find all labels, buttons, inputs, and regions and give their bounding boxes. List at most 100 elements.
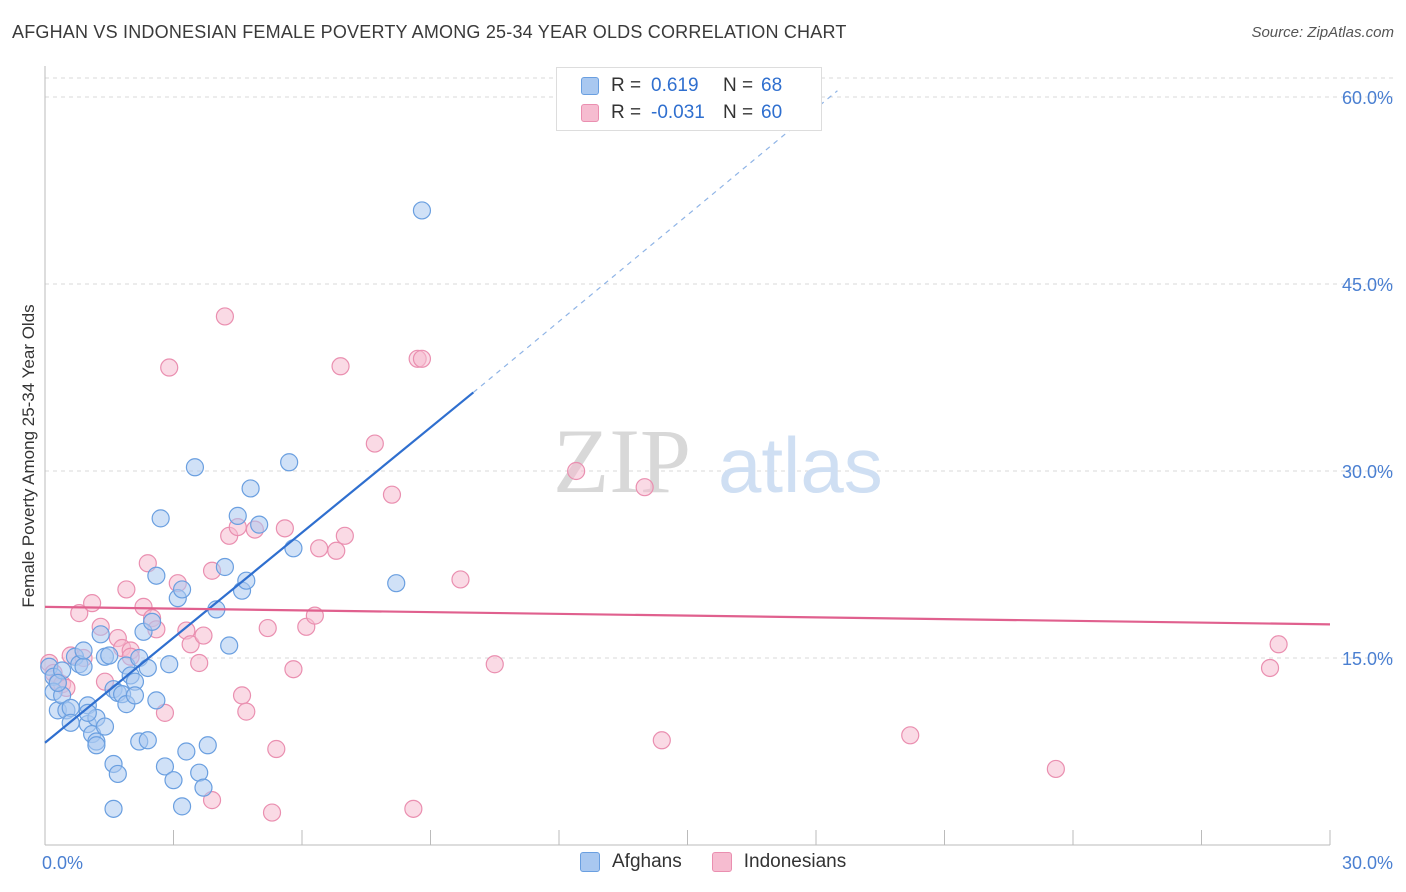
axes [44, 66, 1331, 846]
afghans-point [237, 571, 256, 590]
indonesians-point [275, 519, 294, 538]
afghans-point [387, 574, 406, 593]
y-tick-label: 45.0% [1342, 275, 1393, 295]
series-legend: Afghans Indonesians [580, 851, 876, 873]
indonesians-point [404, 799, 423, 818]
afghans-point [185, 458, 205, 477]
y-tick-label: 15.0% [1342, 649, 1393, 669]
afghans-point [147, 691, 166, 710]
afghans-legend-label: Afghans [612, 851, 682, 872]
afghans-point [78, 703, 97, 722]
afghans-point [160, 655, 179, 674]
x-tick-label-max: 30.0% [1342, 853, 1393, 873]
afghans-point [108, 764, 127, 784]
afghans-point [194, 778, 213, 797]
legend-item-afghans[interactable]: Afghans [580, 851, 682, 873]
indonesians-point [567, 461, 586, 481]
legend-row-afghans: R = 0.619 N = 68 [581, 74, 782, 98]
indonesians-point [202, 791, 222, 810]
legend-r-label: R = [611, 75, 642, 96]
indonesians-point [155, 703, 175, 722]
afghans-point [412, 201, 432, 220]
afghans-point [74, 657, 93, 676]
legend-row-indonesians: R = -0.031 N = 60 [581, 101, 782, 125]
trend-lines [44, 90, 1331, 744]
chart-title: AFGHAN VS INDONESIAN FEMALE POVERTY AMON… [12, 22, 847, 42]
afghans-point [250, 515, 269, 534]
afghans-point [151, 509, 170, 528]
indonesians-point [194, 626, 213, 645]
indonesians-point [160, 358, 179, 377]
afghans-point [138, 658, 157, 678]
indonesians-point [331, 357, 350, 376]
indonesians-point [901, 726, 920, 745]
legend-n-value: 60 [761, 102, 783, 123]
indonesians-point [237, 702, 256, 721]
indonesians-point [327, 541, 346, 560]
afghans-point [280, 453, 299, 472]
data-points [40, 201, 1288, 822]
afghans-point [164, 771, 183, 790]
indonesians-point [451, 570, 470, 589]
legend-item-indonesians[interactable]: Indonesians [711, 851, 847, 873]
x-tick-label-min: 0.0% [42, 853, 83, 873]
y-tick-label: 30.0% [1342, 462, 1393, 482]
afghans-trend-extension [472, 90, 838, 393]
indonesians-point [190, 653, 209, 673]
afghans-point [142, 612, 162, 631]
afghans-point [190, 763, 209, 782]
afghans-point [147, 566, 166, 585]
indonesians-point [485, 655, 504, 674]
afghans-trend-line [44, 391, 475, 744]
legend-r-value: 0.619 [651, 75, 699, 96]
indonesians-point [635, 478, 654, 497]
indonesians-point [232, 686, 252, 705]
watermark: ZIP atlas [553, 410, 883, 512]
indonesians-trend-line [44, 605, 1331, 626]
afghans-swatch [581, 77, 599, 95]
indonesians-legend-swatch [711, 852, 732, 872]
legend-r-value: -0.031 [651, 102, 705, 123]
indonesians-point [83, 594, 102, 613]
indonesians-point [382, 485, 402, 504]
indonesians-point [181, 635, 200, 654]
afghans-point [91, 625, 110, 644]
stats-legend: R = 0.619 N = 68 R = -0.031 N = 60 [556, 67, 822, 131]
indonesians-point [412, 349, 432, 368]
afghans-point [155, 757, 175, 776]
indonesians-point [70, 604, 89, 623]
indonesians-point [267, 739, 286, 759]
indonesians-point [258, 618, 277, 638]
indonesians-point [284, 660, 303, 679]
afghans-point [220, 636, 239, 655]
watermark-zip: ZIP [553, 410, 691, 512]
indonesians-point [1269, 635, 1288, 654]
indonesians-point [215, 307, 234, 326]
afghans-point [172, 580, 192, 599]
afghans-point [228, 506, 247, 525]
legend-n-label: N = [723, 102, 754, 123]
afghans-point [104, 799, 123, 818]
afghans-point [177, 742, 196, 761]
afghans-legend-swatch [580, 852, 600, 872]
indonesians-point [1260, 658, 1280, 678]
afghans-point [95, 717, 115, 736]
tick-labels: 15.0% 30.0% 45.0% 60.0% 0.0% 30.0% [42, 88, 1393, 873]
indonesians-point [365, 434, 384, 453]
afghans-point [198, 736, 217, 755]
legend-r-label: R = [611, 102, 642, 123]
legend-n-label: N = [723, 75, 754, 96]
indonesians-point [262, 803, 282, 822]
afghans-point [241, 479, 260, 498]
indonesians-point [310, 539, 329, 558]
indonesians-swatch [581, 104, 599, 122]
y-tick-label: 60.0% [1342, 88, 1393, 108]
afghans-point [48, 673, 67, 693]
indonesians-point [138, 554, 157, 573]
afghans-point [138, 731, 157, 750]
indonesians-legend-label: Indonesians [743, 851, 847, 872]
afghans-point [215, 557, 234, 577]
watermark-atlas: atlas [718, 421, 883, 509]
legend-n-value: 68 [761, 75, 783, 96]
